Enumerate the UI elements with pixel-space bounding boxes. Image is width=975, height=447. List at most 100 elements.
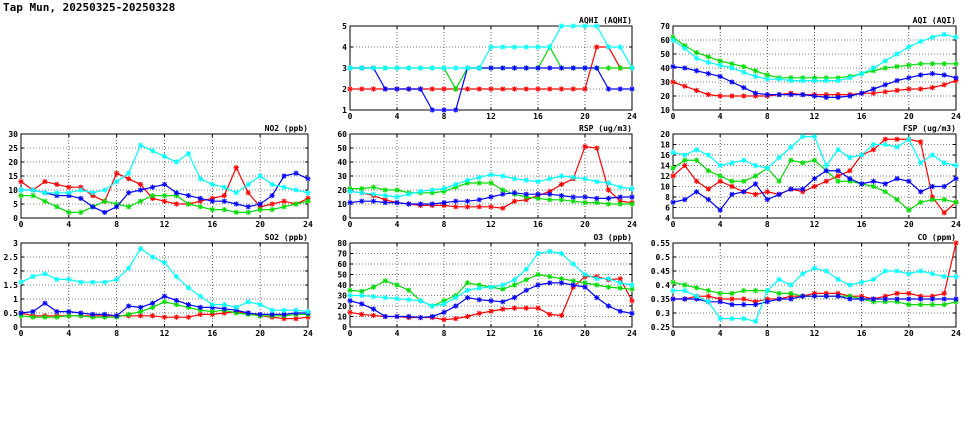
data-point	[682, 65, 688, 71]
data-point	[197, 304, 203, 310]
data-point	[221, 198, 227, 204]
data-point	[547, 191, 553, 197]
data-point	[382, 65, 388, 71]
data-point	[547, 86, 553, 92]
data-point	[269, 193, 275, 199]
page-title: Tap Mun, 20250325-20250328	[3, 1, 176, 14]
data-point	[476, 174, 482, 180]
data-point	[582, 86, 588, 92]
data-point	[859, 71, 865, 77]
data-point	[823, 162, 829, 169]
data-point	[570, 86, 576, 92]
data-point	[511, 277, 518, 283]
data-point	[918, 199, 924, 205]
data-point	[811, 78, 818, 84]
data-point	[859, 152, 865, 158]
x-tick-label: 4	[66, 220, 71, 229]
data-point	[717, 299, 723, 305]
data-point	[729, 302, 735, 308]
data-point	[394, 65, 400, 71]
data-point	[776, 276, 782, 282]
data-point	[918, 38, 924, 44]
data-point	[835, 78, 841, 84]
data-point	[78, 195, 84, 201]
data-point	[78, 279, 84, 285]
data-point	[18, 310, 24, 316]
y-tick-label: 10	[8, 186, 18, 195]
data-point	[682, 83, 688, 89]
x-tick-label: 4	[395, 220, 400, 229]
data-point	[906, 62, 912, 68]
data-point	[54, 276, 60, 282]
series-3	[18, 142, 311, 196]
data-point	[114, 179, 120, 185]
data-point	[929, 296, 936, 302]
data-point	[161, 314, 168, 320]
data-point	[347, 86, 353, 92]
data-point	[682, 197, 688, 203]
data-point	[741, 85, 747, 91]
data-point	[126, 204, 132, 210]
data-point	[359, 65, 365, 71]
data-point	[114, 276, 120, 282]
data-point	[126, 303, 132, 309]
data-point	[453, 295, 459, 301]
data-point	[500, 44, 506, 50]
data-point	[359, 198, 365, 204]
x-tick-label: 12	[486, 329, 496, 338]
y-tick-label: 50	[337, 271, 347, 280]
data-point	[209, 302, 215, 308]
data-point	[500, 282, 506, 288]
data-point	[682, 162, 688, 169]
series-2	[347, 190, 635, 207]
data-point	[670, 296, 676, 302]
data-point	[429, 65, 435, 71]
data-point	[18, 279, 24, 285]
data-point	[764, 299, 770, 305]
data-point	[582, 284, 588, 290]
data-point	[257, 201, 263, 207]
data-point	[594, 276, 600, 282]
data-point	[173, 190, 180, 196]
y-tick-label: 2	[342, 85, 347, 94]
data-point	[811, 134, 818, 140]
data-point	[347, 65, 353, 71]
chart-title: SO2 (ppb)	[265, 233, 308, 242]
data-point	[42, 300, 48, 306]
data-point	[347, 200, 353, 206]
data-point	[729, 93, 735, 99]
data-point	[800, 271, 806, 277]
data-point	[197, 311, 203, 317]
data-point	[670, 199, 676, 205]
data-point	[523, 266, 529, 272]
data-point	[417, 201, 424, 207]
data-point	[582, 23, 588, 29]
data-point	[894, 51, 900, 57]
data-point	[859, 181, 865, 187]
data-point	[370, 184, 377, 190]
x-tick-label: 24	[627, 220, 637, 229]
data-point	[269, 181, 275, 187]
data-point	[347, 188, 353, 194]
data-point	[870, 178, 877, 184]
data-point	[464, 295, 471, 301]
data-point	[941, 290, 947, 296]
y-tick-label: 70	[660, 22, 670, 31]
data-point	[811, 183, 818, 190]
data-point	[54, 181, 60, 187]
data-point	[741, 64, 747, 70]
y-tick-label: 16	[660, 151, 670, 160]
data-point	[882, 136, 888, 142]
data-point	[752, 302, 759, 308]
data-point	[488, 44, 494, 50]
data-point	[511, 44, 518, 50]
data-point	[594, 282, 600, 288]
data-point	[729, 290, 735, 296]
data-point	[305, 190, 311, 196]
y-tick-label: 20	[8, 158, 18, 167]
data-point	[417, 314, 424, 321]
data-point	[582, 65, 588, 71]
data-point	[293, 307, 299, 313]
data-point	[906, 290, 912, 296]
